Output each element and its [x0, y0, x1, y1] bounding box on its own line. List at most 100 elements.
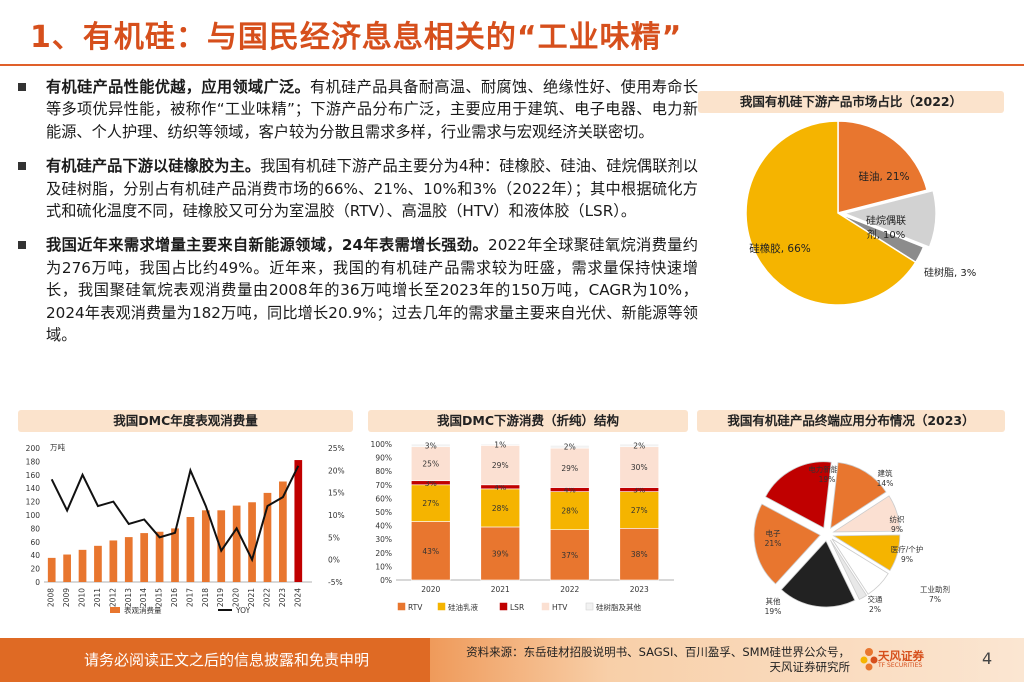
title-divider [0, 64, 1024, 66]
x-tick: 2018 [201, 588, 210, 607]
x-tick: 2016 [170, 588, 179, 607]
stack-segment-硅油乳液 [410, 484, 451, 522]
bullet-square-icon [18, 162, 26, 171]
x-tick: 2021 [491, 585, 510, 594]
stack-segment-HTV [480, 445, 521, 486]
segment-label: 43% [422, 547, 439, 556]
bar-2014 [140, 533, 149, 582]
bullet-heading: 有机硅产品性能优越，应用领域广泛。 [46, 78, 311, 96]
legend-label: RTV [408, 603, 423, 612]
y-tick: 10% [375, 562, 392, 571]
legend-label: LSR [510, 603, 524, 612]
y-tick-left: 200 [26, 444, 41, 453]
logo-subtext: TF SECURITIES [878, 662, 923, 669]
x-tick: 2021 [247, 588, 256, 607]
y-tick: 50% [375, 508, 392, 517]
unit-label: 万吨 [50, 442, 65, 452]
bar-2018 [201, 510, 210, 582]
y-tick-left: 80 [30, 524, 40, 533]
y-tick-right: 20% [328, 466, 345, 475]
chart-title-end-use: 我国有机硅产品终端应用分布情况（2023） [697, 410, 1005, 432]
segment-label: 3% [425, 441, 437, 450]
chart-title-dmc-structure: 我国DMC下游消费（折纯）结构 [368, 410, 688, 432]
bar-2024 [294, 460, 303, 582]
x-tick: 2009 [62, 588, 71, 607]
y-tick: 60% [375, 494, 392, 503]
logo-text: 天风证券 [878, 649, 924, 663]
stack-segment-HTV [410, 446, 451, 482]
bullet-text: 2022年全球聚硅氧烷消费量约为276万吨，我国占比约49%。近年来，我国的有机… [46, 236, 698, 345]
downstream-pie-chart: 硅油, 21% 硅烷偶联剂, 10% 硅树脂, 3% 硅橡胶, 66% [745, 120, 976, 306]
pie-slice-纺织 [832, 495, 901, 533]
y-tick-left: 60 [30, 538, 40, 547]
x-tick: 2022 [560, 585, 579, 594]
legend-swatch [397, 602, 406, 611]
y-tick-right: 10% [328, 511, 345, 520]
source-note: 资料来源：东岳硅材招股说明书、SAGSI、百川盈孚、SMM硅世界公众号， 天风证… [452, 645, 850, 675]
y-tick-right: 25% [328, 444, 345, 453]
segment-label: 4% [494, 483, 506, 492]
source-line-2: 天风证券研究所 [769, 660, 851, 674]
x-tick: 2020 [421, 585, 440, 594]
pie-label: 19% [765, 607, 782, 616]
bar-2010 [78, 549, 87, 582]
y-tick-left: 100 [26, 511, 41, 520]
stack-segment-硅树脂及其他 [619, 443, 660, 448]
stack-segment-硅油乳液 [480, 488, 521, 528]
legend-label: 表观消费量 [124, 605, 162, 615]
bullet-heading: 我国近年来需求增量主要来自新能源领域，24年表需增长强劲。 [46, 236, 489, 255]
bullet-list: 有机硅产品性能优越，应用领域广泛。有机硅产品具备耐高温、耐腐蚀、绝缘性好、使用寿… [18, 76, 698, 358]
bar-2023 [279, 481, 287, 582]
pie-label: 纺织 [890, 514, 905, 524]
stack-segment-硅树脂及其他 [480, 443, 521, 446]
bar-2008 [47, 557, 56, 582]
segment-label: 3% [425, 479, 437, 488]
x-tick: 2017 [185, 588, 194, 607]
y-tick-right: -5% [328, 578, 343, 587]
bullet-text: 有机硅产品具备耐高温、耐腐蚀、绝缘性好、使用寿命长等多项优异性能，被称作“工业味… [46, 78, 699, 141]
bullet-item: 有机硅产品性能优越，应用领域广泛。有机硅产品具备耐高温、耐腐蚀、绝缘性好、使用寿… [18, 76, 698, 143]
y-tick-right: 15% [328, 489, 345, 498]
x-tick: 2008 [47, 588, 56, 607]
x-tick: 2020 [232, 588, 241, 607]
pie-label: 建筑 [878, 468, 893, 478]
x-tick: 2011 [93, 588, 102, 607]
legend-swatch-bar [110, 607, 120, 613]
bullet-item: 我国近年来需求增量主要来自新能源领域，24年表需增长强劲。2022年全球聚硅氧烷… [18, 234, 698, 346]
legend-swatch [437, 602, 446, 611]
dmc-volume-chart: 万吨 0 20 40 60 80 100 120 140 160 180 200 -5% 0% 5% 10% 1… [26, 442, 345, 615]
pie-slice-电子 [753, 503, 821, 585]
segment-label: 29% [492, 461, 509, 470]
bullet-square-icon [18, 83, 26, 91]
pie-label: 21% [765, 539, 782, 548]
y-tick: 30% [375, 535, 392, 544]
pie-label: 电力新能源 [808, 464, 846, 474]
disclaimer-text: 请务必阅读正文之后的信息披露和免责申明 [84, 651, 370, 669]
segment-label: 4% [564, 486, 576, 495]
pie-slice-硅油 [837, 120, 929, 214]
x-tick: 2019 [216, 588, 225, 607]
y-tick: 80% [375, 467, 392, 476]
y-tick: 40% [375, 522, 392, 531]
segment-label: 39% [492, 549, 509, 558]
legend-label: 硅树脂及其他 [596, 602, 641, 612]
y-tick: 0% [380, 576, 392, 585]
legend-swatch [585, 602, 594, 611]
segment-label: 29% [561, 464, 578, 473]
pie-label: 其他 [766, 596, 781, 606]
x-tick: 2024 [293, 588, 302, 607]
segment-label: 38% [631, 550, 648, 559]
bullet-square-icon [18, 241, 26, 250]
y-tick: 90% [375, 454, 392, 463]
legend-label: YOY [235, 606, 251, 615]
pie-slice-其他 [780, 540, 856, 608]
x-tick: 2023 [630, 585, 649, 594]
x-tick: 2013 [124, 588, 133, 607]
end-use-pie-chart: 电力新能源19%建筑14%纺织9%医疗/个护9%工业助剂7%交通2%其他19%电… [753, 461, 950, 616]
pie-label: 工业助剂 [920, 584, 950, 594]
segment-label: 37% [561, 551, 578, 560]
stack-segment-RTV [619, 528, 660, 581]
pie-slice-硅橡胶 [745, 120, 917, 306]
segment-label: 25% [422, 460, 439, 469]
yoy-line [50, 465, 300, 563]
